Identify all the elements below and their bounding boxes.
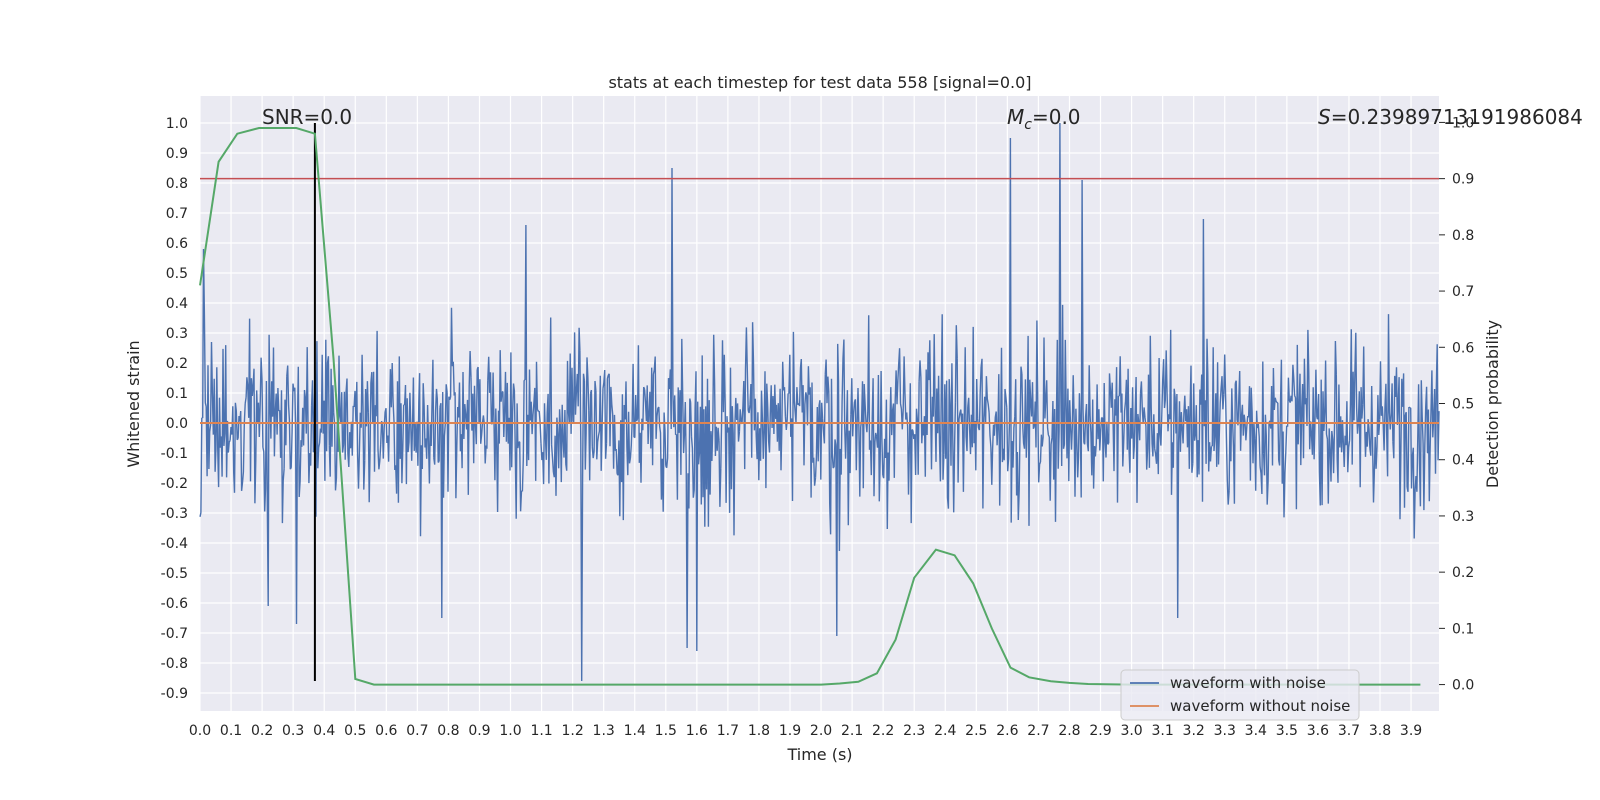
y-tick-label: -0.4: [161, 536, 188, 552]
y-tick-label: -0.8: [161, 656, 188, 672]
y-tick-label: 0.3: [166, 326, 188, 342]
x-tick-label: 3.8: [1369, 723, 1391, 739]
x-tick-label: 2.3: [903, 723, 925, 739]
y2-tick-label: 0.1: [1452, 621, 1474, 637]
x-tick-label: 2.9: [1089, 723, 1111, 739]
x-tick-label: 2.7: [1027, 723, 1049, 739]
x-tick-label: 0.3: [282, 723, 304, 739]
y2-tick-label: 0.5: [1452, 397, 1474, 413]
detection-probability-line: [199, 127, 1421, 686]
y2-axis-label: Detection probability: [1483, 320, 1502, 488]
y-tick-label: -0.9: [161, 686, 188, 702]
y2-tick-label: 0.8: [1452, 228, 1474, 244]
x-tick-label: 2.0: [810, 723, 832, 739]
score-annotation: S=0.23989713191986084: [1318, 105, 1583, 129]
y2-tick-label: 0.6: [1452, 340, 1474, 356]
chart-title: stats at each timestep for test data 558…: [608, 73, 1031, 92]
x-tick-label: 1.0: [499, 723, 521, 739]
y-tick-label: 0.9: [166, 146, 188, 162]
chirp-mass-annotation: Mc=0.0: [1007, 105, 1081, 133]
y-tick-label: -0.5: [161, 566, 188, 582]
y2-tick-label: 0.9: [1452, 172, 1474, 188]
x-tick-label: 2.5: [965, 723, 987, 739]
x-tick-label: 0.0: [189, 723, 211, 739]
x-tick-label: 0.2: [251, 723, 273, 739]
x-tick-label: 0.7: [406, 723, 428, 739]
x-tick-label: 1.5: [655, 723, 677, 739]
x-tick-label: 3.7: [1338, 723, 1360, 739]
x-tick-label: 0.8: [437, 723, 459, 739]
score-value: =0.23989713191986084: [1331, 105, 1583, 129]
y-tick-label: 0.0: [166, 416, 188, 432]
x-tick-label: 2.1: [841, 723, 863, 739]
legend-box: [1120, 669, 1360, 721]
x-tick-label: 2.4: [934, 723, 956, 739]
x-tick-label: 1.1: [530, 723, 552, 739]
x-tick-label: 3.9: [1400, 723, 1422, 739]
y2-tick-label: 1.0: [1452, 115, 1474, 131]
x-tick-label: 3.0: [1120, 723, 1142, 739]
x-tick-label: 0.6: [375, 723, 397, 739]
x-tick-label: 0.4: [313, 723, 335, 739]
y-tick-label: 0.1: [166, 386, 188, 402]
x-tick-label: 2.8: [1058, 723, 1080, 739]
y-tick-label: -0.7: [161, 626, 188, 642]
y-tick-label: -0.2: [161, 476, 188, 492]
x-tick-label: 3.2: [1183, 723, 1205, 739]
y-axis-label: Whitened strain: [124, 340, 143, 467]
x-tick-label: 1.6: [686, 723, 708, 739]
y2-tick-label: 0.3: [1452, 509, 1474, 525]
y-tick-label: 0.8: [166, 176, 188, 192]
y2-tick-label: 0.2: [1452, 565, 1474, 581]
x-tick-label: 3.4: [1245, 723, 1267, 739]
x-tick-label: 1.8: [748, 723, 770, 739]
y-tick-label: -0.1: [161, 446, 188, 462]
x-tick-label: 3.1: [1151, 723, 1173, 739]
x-tick-label: 2.2: [872, 723, 894, 739]
legend-label-clean: waveform without noise: [1170, 697, 1350, 715]
y-tick-label: 0.7: [166, 206, 188, 222]
waveform-with-noise-series: [199, 122, 1440, 682]
x-tick-label: 2.6: [996, 723, 1018, 739]
snr-annotation: SNR=0.0: [262, 105, 352, 129]
x-tick-label: 1.3: [593, 723, 615, 739]
x-tick-label: 0.5: [344, 723, 366, 739]
x-axis-label: Time (s): [786, 745, 852, 764]
y2-tick-label: 0.7: [1452, 284, 1474, 300]
x-tick-label: 3.3: [1214, 723, 1236, 739]
x-tick-label: 0.9: [468, 723, 490, 739]
noise-trace: [199, 122, 1440, 682]
legend-label-noise: waveform with noise: [1170, 674, 1326, 692]
x-tick-label: 0.1: [220, 723, 242, 739]
y2-tick-label: 0.0: [1452, 678, 1474, 694]
x-tick-label: 1.2: [561, 723, 583, 739]
x-tick-label: 3.5: [1276, 723, 1298, 739]
y-tick-label: 0.6: [166, 236, 188, 252]
x-tick-label: 1.4: [624, 723, 646, 739]
chirp-mass-subscript: c: [1024, 117, 1032, 133]
chirp-mass-symbol: M: [1007, 105, 1024, 129]
y-tick-label: 0.2: [166, 356, 188, 372]
chirp-mass-value: =0.0: [1032, 105, 1081, 129]
y2-tick-label: 0.4: [1452, 453, 1474, 469]
y-tick-label: 1.0: [166, 116, 188, 132]
y-tick-label: -0.6: [161, 596, 188, 612]
x-tick-label: 3.6: [1307, 723, 1329, 739]
axis-ticks: 0.0 0.1 0.2 0.3 0.4 0.5 0.6 0.7 0.8 0.9 1.0 1.1 1.2 1…: [161, 115, 1475, 739]
x-tick-label: 1.9: [779, 723, 801, 739]
y-tick-label: 0.4: [166, 296, 188, 312]
legend: waveform with noise waveform without noi…: [1120, 669, 1360, 721]
score-symbol: S: [1318, 105, 1331, 129]
y-tick-label: 0.5: [166, 266, 188, 282]
y-tick-label: -0.3: [161, 506, 188, 522]
x-tick-label: 1.7: [717, 723, 739, 739]
